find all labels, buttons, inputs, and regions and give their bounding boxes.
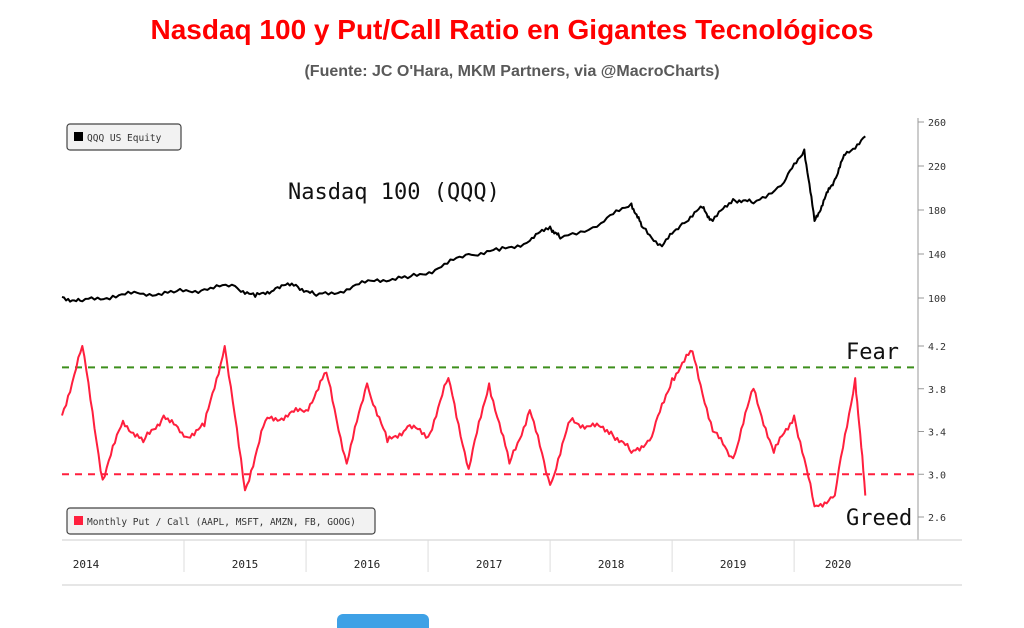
fear-annotation: Fear	[846, 340, 899, 365]
ratio-legend-label: Monthly Put / Call (AAPL, MSFT, AMZN, FB…	[87, 517, 356, 528]
x-axis: 2014 2015 2016 2017 2018 2019 2020	[73, 540, 852, 572]
ratio-legend-swatch	[74, 516, 83, 525]
price-y-tick-label: 180	[928, 206, 946, 217]
year-label: 2015	[232, 558, 259, 571]
price-y-axis: 100 140 180 220 260	[918, 118, 946, 305]
price-y-tick-label: 140	[928, 250, 946, 261]
ratio-legend: Monthly Put / Call (AAPL, MSFT, AMZN, FB…	[66, 507, 376, 535]
qqq-annotation: Nasdaq 100 (QQQ)	[288, 180, 500, 205]
ratio-y-tick-label: 3.4	[928, 428, 946, 439]
year-label: 2014	[73, 558, 100, 571]
put-call-ratio-series	[61, 345, 867, 508]
price-y-tick-label: 100	[928, 294, 946, 305]
price-legend-label: QQQ US Equity	[87, 133, 162, 144]
ratio-y-tick-label: 2.6	[928, 513, 946, 524]
price-legend: QQQ US Equity	[66, 123, 182, 151]
year-label: 2020	[825, 558, 852, 571]
chart-subtitle: (Fuente: JC O'Hara, MKM Partners, via @M…	[304, 63, 720, 80]
year-label: 2019	[720, 558, 747, 571]
greed-annotation: Greed	[846, 506, 912, 531]
ratio-y-tick-label: 3.0	[928, 470, 946, 481]
price-y-tick-label: 260	[928, 118, 946, 129]
year-label: 2017	[476, 558, 503, 571]
blue-button[interactable]	[337, 614, 429, 628]
chart-title: Nasdaq 100 y Put/Call Ratio en Gigantes …	[150, 14, 874, 45]
ratio-y-axis: 2.6 3.0 3.4 3.8 4.2	[918, 342, 946, 524]
ratio-y-tick-label: 3.8	[928, 385, 946, 396]
price-legend-swatch	[74, 132, 83, 141]
year-label: 2018	[598, 558, 625, 571]
qqq-price-series	[61, 135, 866, 303]
year-label: 2016	[354, 558, 381, 571]
ratio-y-tick-label: 4.2	[928, 342, 946, 353]
price-y-tick-label: 220	[928, 162, 946, 173]
